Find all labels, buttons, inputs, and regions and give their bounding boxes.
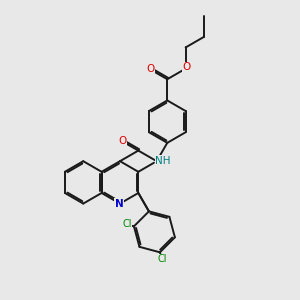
Text: NH: NH <box>155 156 171 166</box>
Text: O: O <box>146 64 154 74</box>
Text: Cl: Cl <box>122 219 131 230</box>
Text: N: N <box>115 199 124 208</box>
Text: O: O <box>118 136 126 146</box>
Text: O: O <box>182 62 190 72</box>
Text: Cl: Cl <box>157 254 167 265</box>
